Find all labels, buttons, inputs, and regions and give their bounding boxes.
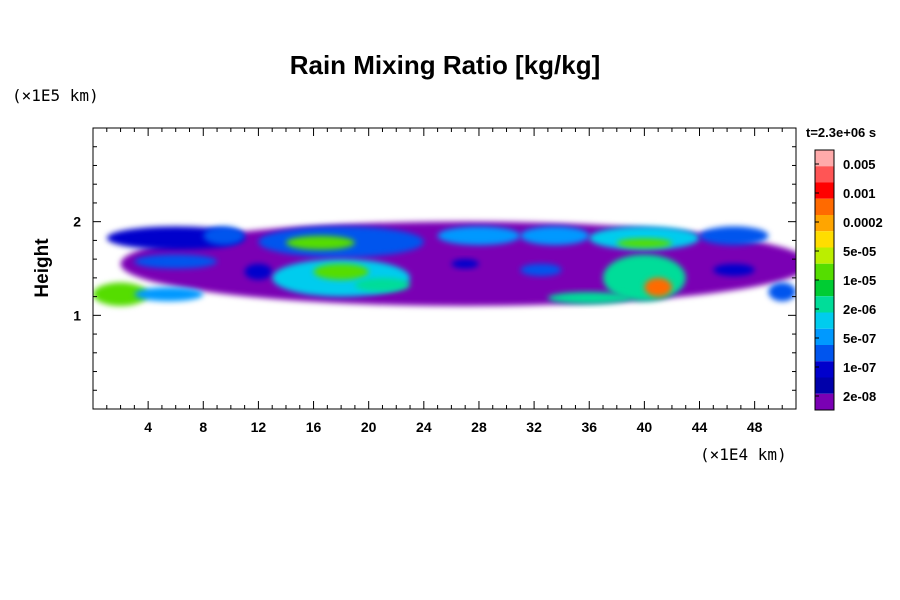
contour-field xyxy=(93,221,796,306)
contour-region-2 xyxy=(203,226,245,246)
colorbar-swatch xyxy=(815,215,834,232)
colorbar-swatch xyxy=(815,312,834,329)
colorbar-label: 1e-07 xyxy=(843,360,876,375)
contour-region-19 xyxy=(547,291,631,305)
contour-region-22 xyxy=(134,287,204,302)
contour-region-9 xyxy=(699,226,769,246)
contour-region-4 xyxy=(285,235,355,250)
colorbar-swatch xyxy=(815,377,834,394)
x-tick-label: 28 xyxy=(471,419,487,435)
x-tick-label: 8 xyxy=(199,419,207,435)
contour-region-21 xyxy=(93,282,149,306)
plot-frame xyxy=(92,127,797,410)
contour-region-5 xyxy=(437,226,521,246)
x-tick-label: 20 xyxy=(361,419,377,435)
colorbar-swatch xyxy=(815,231,834,248)
contour-region-23 xyxy=(768,282,796,302)
colorbar-swatch xyxy=(815,280,834,297)
contour-region-6 xyxy=(520,226,590,246)
y-axis-label: Height xyxy=(32,238,53,298)
y-tick-label: 1 xyxy=(73,307,81,323)
x-axis: 4 8 12 16 20 24 28 32 36 40 44 48 xyxy=(106,128,783,435)
colorbar-swatch xyxy=(815,345,834,362)
colorbar-swatch xyxy=(815,198,834,215)
colorbar: 0.005 0.001 0.0002 5e-05 1e-05 2e-06 5e-07 1e-0… xyxy=(814,149,883,411)
contour-region-10 xyxy=(134,254,218,269)
colorbar-label: 1e-05 xyxy=(843,273,876,288)
y-axis-unit: (×1E5 km) xyxy=(12,86,99,105)
colorbar-label: 0.0002 xyxy=(843,215,883,230)
colorbar-label: 2e-06 xyxy=(843,302,876,317)
contour-region-15 xyxy=(451,259,479,269)
contour-region-16 xyxy=(520,263,562,276)
contour-region-8 xyxy=(616,238,672,248)
colorbar-label: 0.005 xyxy=(843,157,876,172)
x-tick-label: 40 xyxy=(637,419,653,435)
y-axis: 12 xyxy=(73,146,796,391)
contour-region-13 xyxy=(313,263,369,280)
x-tick-label: 48 xyxy=(747,419,763,435)
colorbar-swatch xyxy=(815,263,834,280)
colorbar-swatch xyxy=(815,150,834,167)
colorbar-swatch xyxy=(815,393,834,410)
colorbar-label: 2e-08 xyxy=(843,389,876,404)
x-tick-label: 32 xyxy=(526,419,542,435)
contour-region-20 xyxy=(713,263,755,276)
colorbar-label: 5e-07 xyxy=(843,331,876,346)
colorbar-swatch xyxy=(815,182,834,199)
colorbar-label: 5e-05 xyxy=(843,244,876,259)
x-tick-label: 4 xyxy=(144,419,152,435)
contour-region-18 xyxy=(644,277,672,297)
colorbar-swatch xyxy=(815,247,834,264)
colorbar-swatch xyxy=(815,296,834,313)
x-tick-label: 24 xyxy=(416,419,432,435)
x-tick-label: 44 xyxy=(692,419,708,435)
x-tick-label: 16 xyxy=(306,419,322,435)
x-tick-label: 12 xyxy=(251,419,267,435)
time-label: t=2.3e+06 s xyxy=(806,125,876,140)
colorbar-swatch xyxy=(815,166,834,183)
contour-region-14 xyxy=(354,277,411,292)
contour-region-7 xyxy=(589,226,700,250)
colorbar-swatch xyxy=(815,361,834,378)
x-axis-unit: (×1E4 km) xyxy=(700,445,787,464)
colorbar-label: 0.001 xyxy=(843,186,876,201)
x-tick-label: 36 xyxy=(581,419,597,435)
chart-title: Rain Mixing Ratio [kg/kg] xyxy=(290,50,601,80)
contour-region-11 xyxy=(244,263,273,280)
colorbar-swatch xyxy=(815,328,834,345)
y-tick-label: 2 xyxy=(73,214,81,230)
